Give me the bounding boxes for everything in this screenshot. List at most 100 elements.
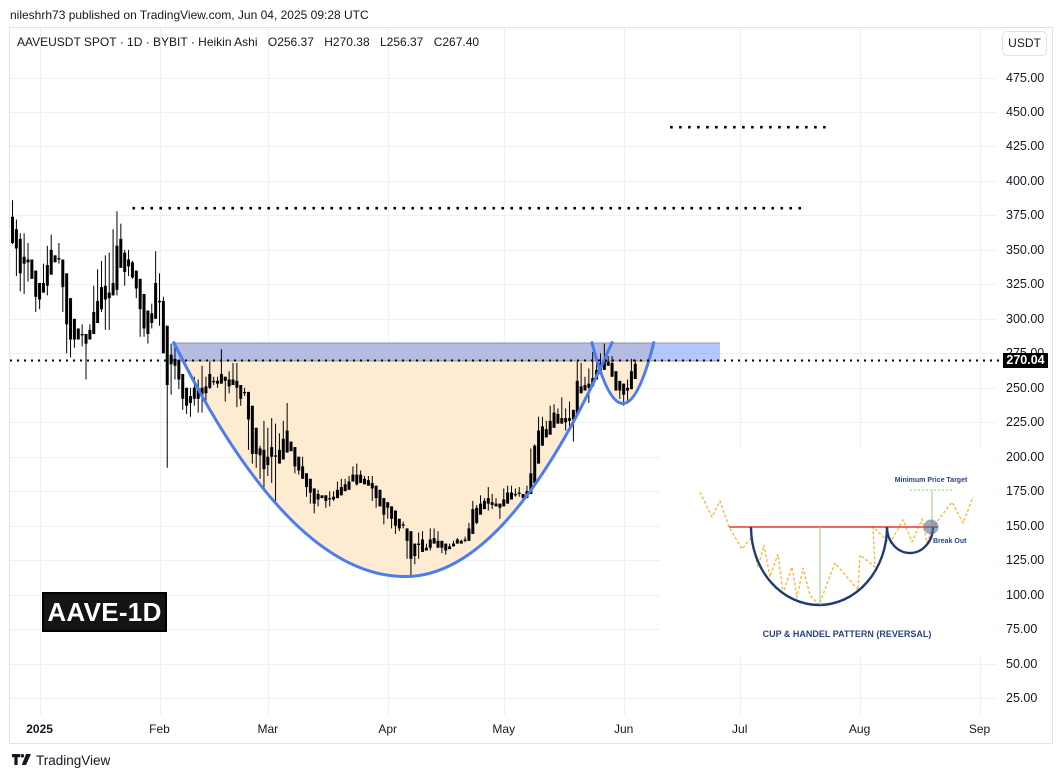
candle[interactable]	[533, 444, 537, 483]
candle[interactable]	[509, 485, 513, 500]
candle[interactable]	[146, 310, 150, 344]
candle[interactable]	[227, 371, 231, 394]
candle[interactable]	[69, 298, 73, 358]
candle[interactable]	[351, 466, 355, 482]
candle[interactable]	[115, 211, 119, 296]
candle[interactable]	[386, 502, 390, 519]
candle[interactable]	[579, 362, 583, 394]
candle[interactable]	[88, 324, 92, 340]
candle[interactable]	[378, 489, 382, 507]
candle[interactable]	[312, 488, 316, 514]
candle[interactable]	[204, 376, 208, 402]
candle[interactable]	[274, 423, 278, 501]
candle[interactable]	[393, 510, 397, 534]
candle[interactable]	[161, 296, 165, 354]
candle[interactable]	[150, 303, 154, 329]
candle[interactable]	[428, 528, 432, 551]
candle[interactable]	[529, 448, 533, 494]
candle[interactable]	[196, 379, 200, 413]
candle[interactable]	[571, 409, 575, 442]
candle[interactable]	[41, 263, 45, 293]
tradingview-brand[interactable]: TradingView	[36, 752, 111, 768]
candle[interactable]	[258, 445, 262, 479]
candle[interactable]	[486, 487, 490, 511]
candle[interactable]	[626, 379, 630, 402]
candle[interactable]	[96, 269, 100, 323]
candle[interactable]	[343, 478, 347, 492]
candle[interactable]	[219, 349, 223, 384]
resistance-zone[interactable]	[171, 342, 720, 362]
candle[interactable]	[14, 219, 18, 277]
candle[interactable]	[374, 485, 378, 508]
candle[interactable]	[111, 229, 115, 296]
candle[interactable]	[22, 233, 26, 295]
candle[interactable]	[119, 223, 123, 268]
candle[interactable]	[92, 285, 96, 334]
candle[interactable]	[84, 333, 88, 380]
candle[interactable]	[355, 463, 359, 486]
candle[interactable]	[304, 473, 308, 497]
candle[interactable]	[188, 387, 192, 417]
candle[interactable]	[285, 402, 289, 453]
candle[interactable]	[587, 368, 591, 403]
candle[interactable]	[254, 427, 258, 468]
candle[interactable]	[432, 528, 436, 544]
candle[interactable]	[134, 270, 138, 299]
candle[interactable]	[370, 476, 374, 501]
candle[interactable]	[366, 476, 370, 486]
candle[interactable]	[494, 498, 498, 507]
candle[interactable]	[444, 543, 448, 555]
candle[interactable]	[208, 361, 212, 390]
candle[interactable]	[231, 362, 235, 386]
candle[interactable]	[239, 385, 243, 406]
candle[interactable]	[537, 416, 541, 464]
candle[interactable]	[158, 273, 162, 326]
time-axis[interactable]: 2025 Feb Mar Apr May Jun Jul Aug Sep	[10, 715, 997, 743]
candle[interactable]	[18, 233, 22, 292]
candle[interactable]	[266, 427, 270, 477]
symbol-legend[interactable]: AAVEUSDT SPOT · 1D · BYBIT · Heikin Ashi…	[17, 35, 486, 49]
candle[interactable]	[382, 498, 386, 525]
candle[interactable]	[324, 495, 328, 508]
price-axis[interactable]: 475.00 450.00 425.00 400.00 375.00 350.00 325.…	[997, 28, 1052, 715]
candle[interactable]	[556, 408, 560, 424]
candle[interactable]	[436, 531, 440, 548]
candle[interactable]	[34, 270, 38, 312]
candle[interactable]	[390, 506, 394, 529]
candle[interactable]	[154, 251, 158, 319]
candle[interactable]	[277, 433, 281, 464]
candle[interactable]	[401, 521, 405, 529]
cup-curve[interactable]	[172, 341, 614, 579]
candle[interactable]	[262, 420, 266, 489]
candle[interactable]	[45, 245, 49, 296]
candle[interactable]	[216, 376, 220, 388]
candle[interactable]	[463, 536, 467, 543]
candle[interactable]	[297, 456, 301, 475]
candle[interactable]	[57, 242, 61, 264]
candle[interactable]	[467, 522, 471, 541]
candle[interactable]	[76, 328, 80, 340]
candle[interactable]	[564, 408, 568, 431]
candle[interactable]	[448, 543, 452, 550]
candle[interactable]	[200, 365, 204, 413]
candle[interactable]	[517, 487, 521, 497]
candle[interactable]	[223, 376, 227, 402]
currency-button[interactable]: USDT	[1002, 31, 1047, 56]
candle[interactable]	[544, 420, 548, 438]
candle[interactable]	[270, 418, 274, 483]
candle[interactable]	[397, 518, 401, 532]
candle[interactable]	[409, 531, 413, 577]
candle[interactable]	[568, 401, 572, 427]
candle[interactable]	[618, 380, 622, 399]
candle[interactable]	[506, 485, 510, 504]
candle[interactable]	[413, 543, 417, 565]
candle[interactable]	[243, 387, 247, 397]
candle[interactable]	[347, 476, 351, 490]
candle[interactable]	[339, 478, 343, 496]
candle[interactable]	[293, 447, 297, 474]
candle[interactable]	[246, 391, 250, 450]
candle[interactable]	[459, 539, 463, 544]
candle[interactable]	[502, 488, 506, 507]
candle[interactable]	[513, 488, 517, 497]
candle[interactable]	[123, 249, 127, 286]
